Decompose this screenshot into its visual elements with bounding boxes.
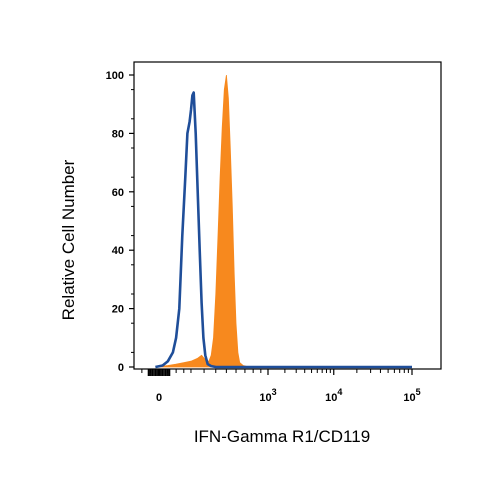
y-tick-label: 0: [118, 362, 124, 374]
ticks-layer: 0 20 40 60 80 100 0 103 104 105: [106, 70, 421, 404]
x-axis-title: IFN-Gamma R1/CD119: [194, 427, 370, 446]
y-tick-label: 60: [112, 187, 124, 199]
x-tick-label: 103: [259, 387, 276, 404]
plot-frame: [133, 61, 442, 370]
x-tick-label: 105: [403, 387, 420, 404]
y-tick-label: 100: [106, 70, 124, 82]
series-filled-1: [155, 74, 412, 368]
y-tick-label: 20: [112, 304, 124, 316]
x-tick-label: 0: [156, 392, 162, 404]
x-tick-label: 104: [325, 387, 342, 404]
y-tick-label: 80: [112, 128, 124, 140]
y-tick-label: 40: [112, 245, 124, 257]
y-axis-title: Relative Cell Number: [59, 159, 78, 320]
series-layer: [155, 74, 412, 369]
series-outline-0: [155, 91, 412, 369]
